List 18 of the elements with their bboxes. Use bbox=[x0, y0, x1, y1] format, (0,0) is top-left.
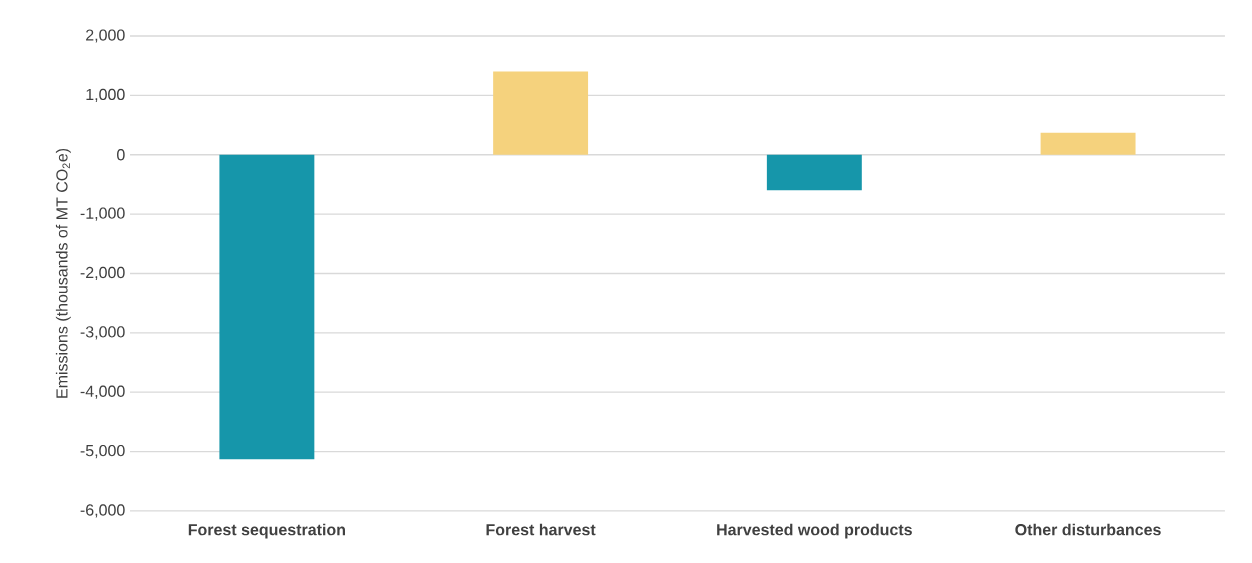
y-axis-title: Emissions (thousands of MT CO$_{2}$e) bbox=[55, 148, 71, 398]
bar bbox=[1040, 132, 1136, 155]
y-tick-label: -2,000 bbox=[80, 266, 125, 281]
x-tick-label: Forest harvest bbox=[486, 523, 596, 536]
y-tick-label: 0 bbox=[117, 149, 125, 161]
x-tick-label: Forest sequestration bbox=[188, 523, 345, 539]
x-tick-label: Harvested wood products bbox=[717, 523, 912, 539]
bar bbox=[493, 71, 589, 155]
y-tick-label: -5,000 bbox=[80, 444, 125, 459]
y-tick-label: -6,000 bbox=[80, 504, 125, 518]
y-tick-label: 1,000 bbox=[86, 88, 125, 103]
y-tick-label: -1,000 bbox=[80, 207, 125, 221]
bar bbox=[219, 154, 315, 460]
y-tick-label: 2,000 bbox=[86, 29, 125, 43]
y-tick-label: -4,000 bbox=[80, 385, 125, 399]
y-tick-label: -3,000 bbox=[80, 326, 125, 340]
bar bbox=[766, 154, 862, 191]
x-tick-label: Other disturbances bbox=[1015, 523, 1161, 536]
